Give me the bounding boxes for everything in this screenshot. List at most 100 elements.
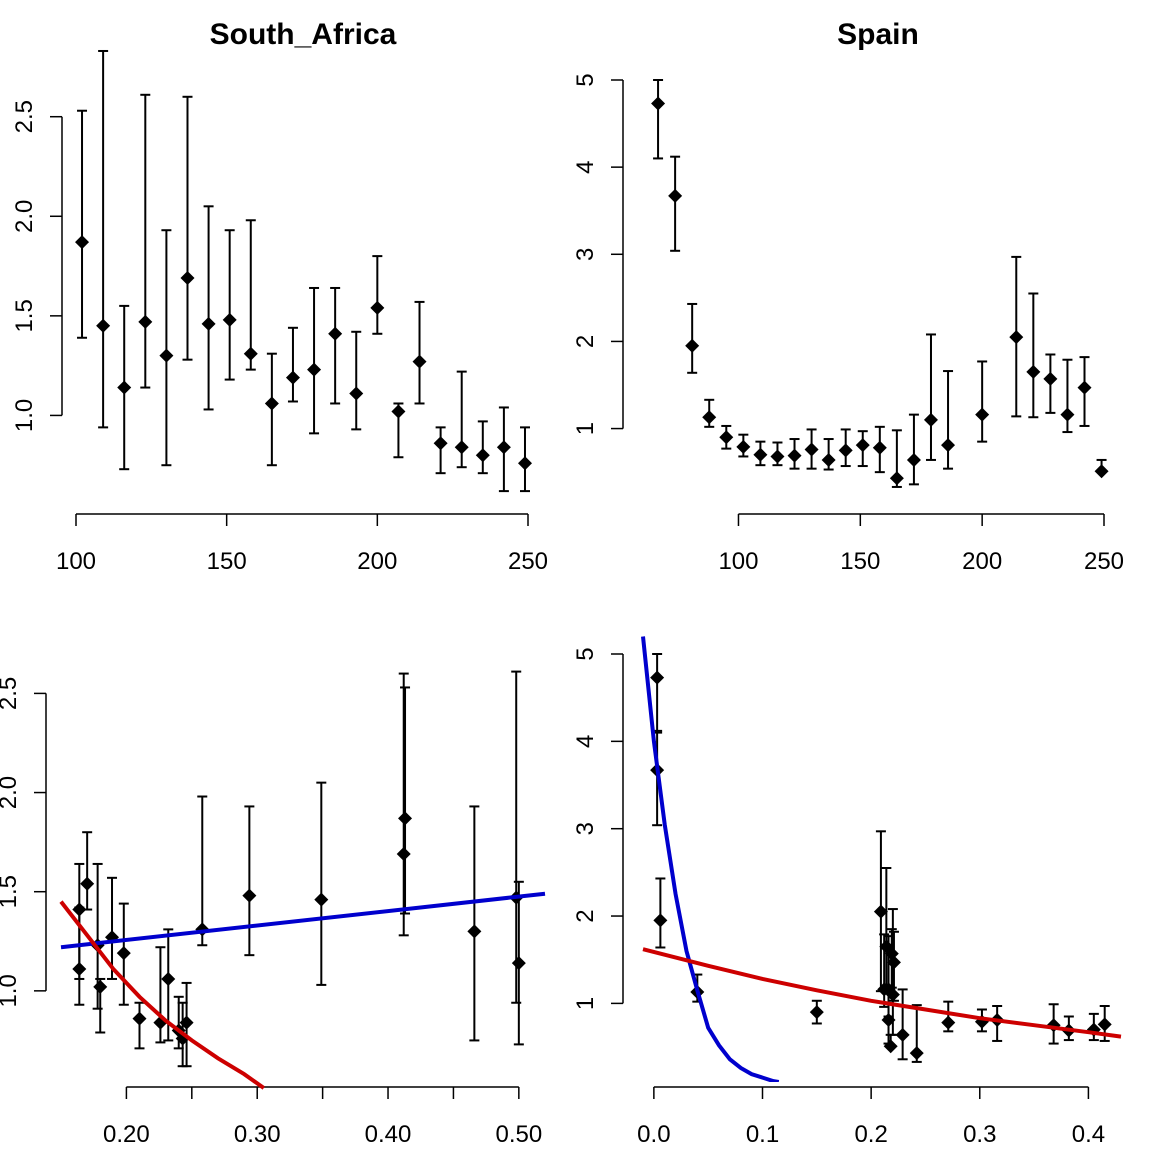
y-tick-label: 4 — [572, 160, 599, 173]
y-tick-label: 1.5 — [0, 875, 22, 908]
data-point — [75, 109, 90, 339]
data-point — [821, 438, 836, 471]
point-marker — [72, 962, 87, 977]
point-marker — [201, 316, 216, 331]
y-tick-label: 2 — [572, 335, 599, 348]
data-point — [475, 420, 490, 475]
x-tick-label: 200 — [357, 548, 397, 575]
point-marker — [180, 271, 195, 286]
blue-fit-line — [641, 636, 780, 1082]
data-point — [93, 977, 108, 1034]
y-tick-label: 5 — [572, 647, 599, 660]
x-tick-label: 100 — [718, 548, 758, 575]
data-point — [314, 781, 329, 986]
point-marker — [391, 404, 406, 419]
x-tick-label: 0.3 — [963, 1121, 996, 1148]
point-marker — [719, 430, 734, 445]
point-marker — [653, 913, 668, 928]
data-point — [975, 360, 990, 443]
red-fit-line — [59, 900, 265, 1090]
point-marker — [838, 443, 853, 458]
point-marker — [685, 338, 700, 353]
x-tick-label: 0.4 — [1072, 1121, 1105, 1148]
y-tick-label: 2.0 — [11, 200, 38, 233]
point-marker — [889, 471, 904, 486]
data-point — [787, 438, 802, 470]
data-point — [138, 93, 153, 389]
point-marker — [138, 314, 153, 329]
point-marker — [243, 346, 258, 361]
data-point — [180, 95, 195, 361]
y-axis: 1.0 1.5 2.0 2.5 — [0, 677, 47, 1008]
point-marker — [941, 438, 956, 453]
point-marker — [923, 412, 938, 427]
data-point — [117, 304, 132, 471]
y-axis: 1 2 3 4 5 — [572, 73, 624, 435]
x-tick-label: 100 — [56, 548, 96, 575]
point-marker — [1097, 1017, 1112, 1032]
point-marker — [885, 987, 900, 1002]
data-point — [454, 370, 469, 469]
point-marker — [886, 955, 901, 970]
point-marker — [517, 456, 532, 471]
x-tick-label: 0.40 — [365, 1121, 412, 1148]
data-point — [650, 653, 665, 734]
data-point — [179, 981, 194, 1068]
data-point — [96, 49, 111, 429]
data-point — [895, 988, 910, 1061]
point-marker — [80, 876, 95, 891]
y-tick-label: 3 — [572, 248, 599, 261]
data-point — [222, 229, 237, 381]
point-marker — [873, 904, 888, 919]
data-point — [349, 330, 364, 431]
point-marker — [264, 396, 279, 411]
point-marker — [702, 410, 717, 425]
points-series — [650, 653, 1112, 1063]
point-marker — [93, 979, 108, 994]
y-tick-label: 1 — [572, 422, 599, 435]
x-axis: 100 150 200 250 — [718, 513, 1124, 575]
y-tick-label: 2.0 — [0, 776, 22, 809]
points-series — [651, 79, 1109, 488]
x-axis: 100 150 200 250 — [56, 513, 548, 575]
y-tick-label: 1.5 — [11, 299, 38, 332]
point-marker — [132, 1011, 147, 1026]
data-point — [285, 326, 300, 403]
data-point — [159, 229, 174, 467]
point-marker — [242, 888, 257, 903]
point-marker — [906, 452, 921, 467]
point-marker — [1094, 464, 1109, 479]
data-point — [685, 302, 700, 374]
point-marker — [307, 362, 322, 377]
y-tick-label: 2.5 — [11, 100, 38, 133]
data-point — [509, 670, 524, 1004]
data-point — [886, 930, 901, 1002]
point-marker — [821, 452, 836, 467]
x-tick-label: 0.0 — [637, 1121, 670, 1148]
point-marker — [475, 448, 490, 463]
data-point — [511, 880, 526, 1046]
data-point — [433, 426, 448, 475]
data-point — [307, 286, 322, 435]
y-axis: 1.0 1.5 2.0 2.5 — [11, 100, 63, 432]
data-point — [517, 426, 532, 493]
point-marker — [349, 386, 364, 401]
red-fit-line — [642, 947, 1122, 1039]
data-point — [872, 425, 887, 474]
data-point — [885, 908, 900, 1036]
point-marker — [370, 300, 385, 315]
data-point — [838, 428, 853, 468]
y-axis: 1 2 3 4 5 — [572, 647, 624, 1010]
y-tick-label: 3 — [572, 822, 599, 835]
data-point — [195, 795, 210, 947]
point-marker — [454, 440, 469, 455]
data-point — [496, 406, 511, 493]
point-marker — [222, 312, 237, 327]
point-marker — [328, 326, 343, 341]
x-axis: 0.20 0.30 0.40 0.50 — [103, 1086, 542, 1148]
data-point — [391, 402, 406, 459]
data-point — [702, 398, 717, 428]
data-point — [243, 219, 258, 371]
y-tick-label: 1.0 — [11, 399, 38, 432]
point-marker — [1060, 407, 1075, 422]
